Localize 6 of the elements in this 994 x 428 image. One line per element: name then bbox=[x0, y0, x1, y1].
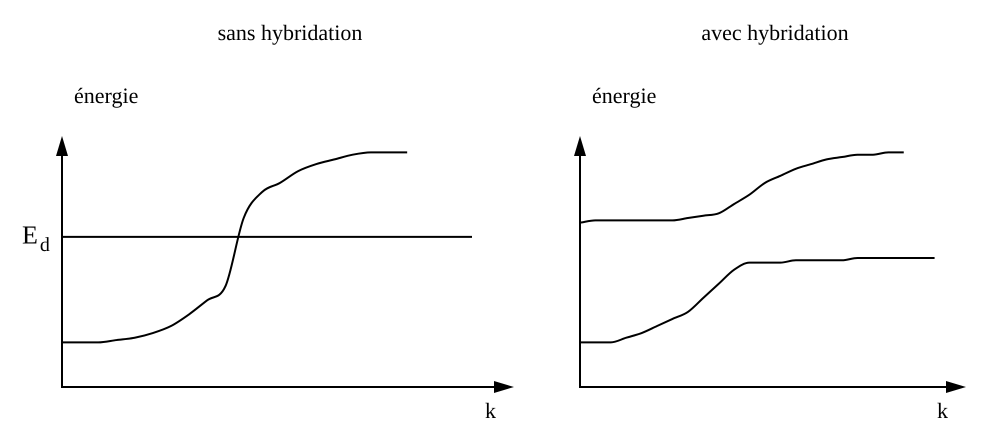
chart-title: avec hybridation bbox=[701, 20, 849, 45]
y-axis-title: énergie bbox=[74, 82, 138, 108]
chart-title: sans hybridation bbox=[218, 20, 362, 45]
y-axis-title: énergie bbox=[592, 82, 656, 108]
x-axis-title: k bbox=[937, 398, 948, 423]
x-axis-title: k bbox=[485, 398, 496, 423]
